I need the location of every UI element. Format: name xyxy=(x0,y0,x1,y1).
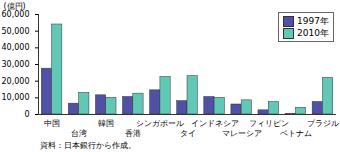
svg-text:インドネシア: インドネシア xyxy=(191,119,239,128)
svg-text:(億円): (億円) xyxy=(4,2,26,11)
svg-text:ブラジル: ブラジル xyxy=(307,119,339,128)
svg-text:マレーシア: マレーシア xyxy=(222,129,262,138)
svg-text:タイ: タイ xyxy=(180,129,196,138)
svg-text:30,000: 30,000 xyxy=(2,60,30,69)
html-text:資料：日本銀行から作成。: 資料：日本銀行から作成。 xyxy=(40,141,136,150)
svg-text:台湾: 台湾 xyxy=(71,129,87,138)
svg-text:韓国: 韓国 xyxy=(98,119,114,128)
html-text:2010年: 2010年 xyxy=(297,28,329,38)
svg-text:50,000: 50,000 xyxy=(2,27,30,36)
svg-text:40,000: 40,000 xyxy=(2,43,30,52)
svg-text:香港: 香港 xyxy=(125,129,141,138)
svg-text:シンガポール: シンガポール xyxy=(136,119,184,128)
svg-text:ベトナム: ベトナム xyxy=(280,129,312,138)
svg-text:60,000: 60,000 xyxy=(2,10,30,19)
svg-text:0: 0 xyxy=(24,110,29,119)
svg-text:10,000: 10,000 xyxy=(2,93,30,102)
svg-text:中国: 中国 xyxy=(44,119,60,128)
svg-text:20,000: 20,000 xyxy=(2,77,30,86)
svg-text:フィリピン: フィリピン xyxy=(249,119,289,128)
html-text:1997年: 1997年 xyxy=(297,16,329,26)
